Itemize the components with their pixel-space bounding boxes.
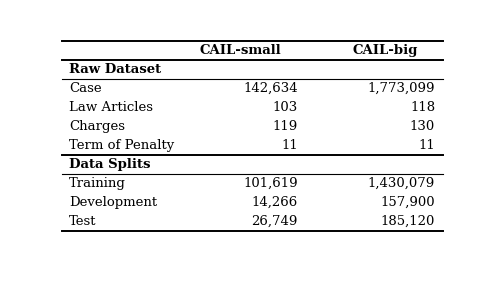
Text: 103: 103 (273, 101, 298, 114)
Text: Raw Dataset: Raw Dataset (69, 63, 161, 76)
Text: 185,120: 185,120 (381, 215, 435, 228)
Text: Test: Test (69, 215, 96, 228)
Text: 1,773,099: 1,773,099 (368, 82, 435, 95)
Text: 119: 119 (273, 120, 298, 133)
Text: 11: 11 (418, 139, 435, 152)
Text: Charges: Charges (69, 120, 125, 133)
Text: Law Articles: Law Articles (69, 101, 153, 114)
Text: Case: Case (69, 82, 102, 95)
Text: Development: Development (69, 196, 157, 209)
Text: Data Splits: Data Splits (69, 158, 151, 171)
Text: 26,749: 26,749 (251, 215, 298, 228)
Text: 14,266: 14,266 (251, 196, 298, 209)
Text: CAIL-small: CAIL-small (200, 44, 281, 57)
Text: 1,430,079: 1,430,079 (368, 177, 435, 190)
Text: 101,619: 101,619 (243, 177, 298, 190)
Text: 157,900: 157,900 (380, 196, 435, 209)
Text: 142,634: 142,634 (243, 82, 298, 95)
Text: Term of Penalty: Term of Penalty (69, 139, 174, 152)
Text: 118: 118 (410, 101, 435, 114)
Text: 11: 11 (281, 139, 298, 152)
Text: Training: Training (69, 177, 126, 190)
Text: CAIL-big: CAIL-big (353, 44, 418, 57)
Text: 130: 130 (410, 120, 435, 133)
